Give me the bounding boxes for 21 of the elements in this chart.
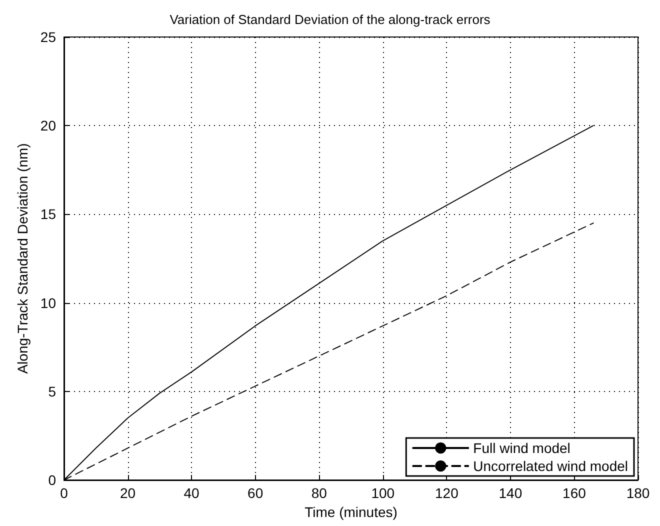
x-tick-label: 40 xyxy=(184,485,200,501)
y-tick-label: 20 xyxy=(40,118,56,134)
legend-label: Uncorrelated wind model xyxy=(473,458,628,474)
x-tick-label: 180 xyxy=(626,485,650,501)
x-tick-label: 60 xyxy=(248,485,264,501)
x-tick-label: 0 xyxy=(60,485,68,501)
y-tick-label: 25 xyxy=(40,29,56,45)
x-axis-title: Time (minutes) xyxy=(304,504,398,520)
x-tick-label: 20 xyxy=(120,485,136,501)
x-tick-label: 140 xyxy=(498,485,522,501)
y-tick-label: 10 xyxy=(40,294,56,311)
y-tick-label: 5 xyxy=(48,383,56,400)
x-tick-label: 80 xyxy=(311,485,328,501)
legend-label: Full wind model xyxy=(473,440,570,456)
x-tick-label: 120 xyxy=(434,485,459,501)
chart-title: Variation of Standard Deviation of the along-track errors xyxy=(170,12,491,27)
x-tick-label: 160 xyxy=(562,485,586,501)
y-tick-label: 0 xyxy=(48,472,56,488)
y-axis-title: Along-Track Standard Deviation (nm) xyxy=(14,143,31,374)
y-tick-label: 15 xyxy=(40,206,56,222)
x-tick-label: 100 xyxy=(371,485,395,501)
